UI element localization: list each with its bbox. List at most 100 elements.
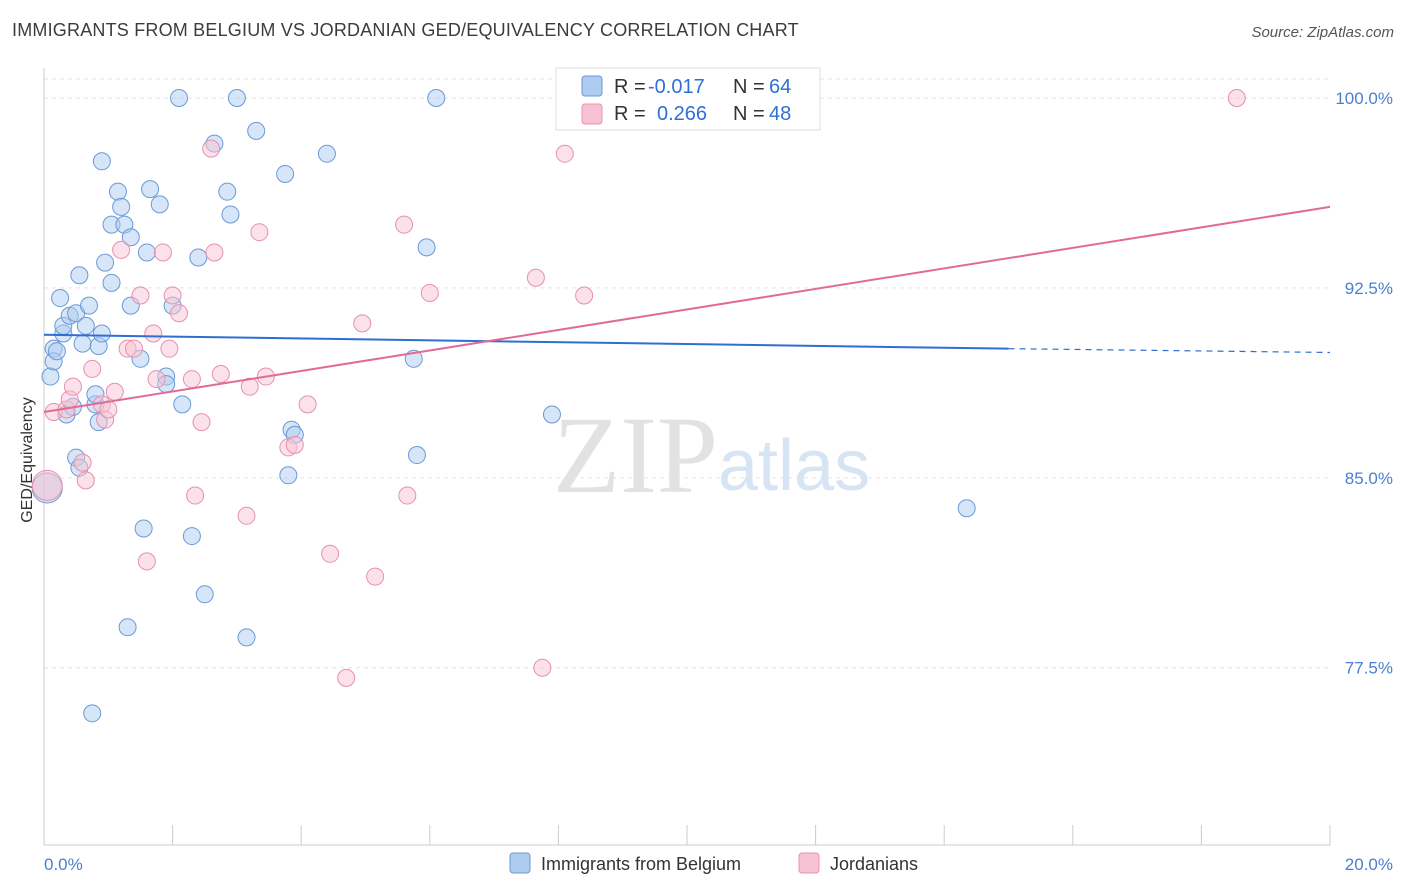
data-point-belgium [182,527,201,546]
data-point-belgium [247,121,266,140]
data-point-jordanians [76,471,95,490]
legend-r-label-1: R = [614,76,646,98]
data-point-belgium [134,519,153,538]
data-point-belgium [170,88,189,107]
data-point-belgium [317,144,336,163]
legend-swatch-pink [581,103,603,125]
data-point-jordanians [105,382,124,401]
grid-lines [44,78,1330,669]
data-point-belgium [51,289,70,308]
y-tick-label: 92.5% [1345,279,1393,298]
y-tick-label: 100.0% [1335,89,1393,108]
legend-r-label-2: R = [614,103,646,125]
data-point-jordanians [73,453,92,472]
data-point-jordanians [160,339,179,358]
data-point-belgium [73,334,92,353]
data-point-belgium [76,316,95,335]
data-point-jordanians [420,283,439,302]
data-point-jordanians [575,286,594,305]
data-point-belgium [118,618,137,637]
data-point-jordanians [250,223,269,242]
data-point-jordanians [366,567,385,586]
data-point-jordanians [170,304,189,323]
data-point-belgium [173,395,192,414]
data-point-jordanians [182,370,201,389]
data-point-jordanians [153,243,172,262]
data-point-belgium [92,324,111,343]
data-point-belgium [407,446,426,465]
data-point-belgium [276,164,295,183]
data-point-jordanians [211,365,230,383]
axes [43,68,1331,846]
y-tick-labels: 77.5% 85.0% 92.5% 100.0% [1335,89,1393,678]
data-point-jordanians [398,486,417,505]
data-point-belgium [121,228,140,247]
bottom-legend-swatch-blue [509,852,531,874]
legend-r-value-2: 0.266 [657,103,707,125]
x-tick-labels: 0.0% 20.0% [44,855,1393,874]
legend-n-value-1: 64 [769,76,791,98]
data-point-belgium [417,238,436,257]
data-point-jordanians [285,435,304,454]
data-point-jordanians [555,144,574,163]
trend-line-belgium [43,333,1009,350]
data-point-jordanians [533,658,552,677]
data-point-belgium [80,296,99,315]
data-point-belgium [141,180,160,199]
data-point-belgium [108,182,127,201]
watermark-zip: ZIP [553,394,718,516]
data-point-belgium [41,367,60,386]
data-point-jordanians [298,395,317,414]
legend-n-label-1: N = [733,76,765,98]
data-point-belgium [83,704,102,723]
data-point-jordanians [112,240,131,259]
data-point-belgium [957,499,976,518]
trend-line-belgium-extension [1008,348,1331,354]
legend-swatch-blue [581,75,603,97]
data-point-jordanians [202,139,221,158]
data-point-belgium [112,197,131,216]
bottom-legend-swatch-pink [798,852,820,874]
data-point-jordanians [192,413,211,432]
legend-n-label-2: N = [733,103,765,125]
data-point-jordanians [353,314,372,333]
data-point-jordanians [163,286,182,305]
data-point-belgium [427,88,446,107]
data-point-belgium [150,195,169,214]
chart-title: IMMIGRANTS FROM BELGIUM VS JORDANIAN GED… [12,20,799,40]
source-credit: Source: ZipAtlas.com [1251,24,1394,41]
data-point-jordanians [147,370,166,389]
series-immigrants-from-belgium [31,88,976,723]
data-point-jordanians [63,377,82,396]
data-point-belgium [96,253,115,272]
data-point-jordanians [125,339,144,358]
series-legend: Immigrants from Belgium Jordanians [509,852,918,874]
trend-lines [43,205,1331,413]
data-point-jordanians [337,668,356,687]
watermark-atlas: atlas [718,426,870,506]
y-tick-label: 85.0% [1345,469,1393,488]
data-point-belgium [189,248,208,267]
legend-n-value-2: 48 [769,103,791,125]
data-point-jordanians [1227,88,1246,107]
data-point-belgium [102,273,121,292]
x-tick-label-min: 0.0% [44,855,83,874]
series-jordanians [31,88,1246,687]
data-point-belgium [92,152,111,171]
data-point-belgium [542,405,561,424]
data-point-jordanians [31,469,63,501]
data-point-jordanians [186,486,205,505]
y-tick-label: 77.5% [1345,659,1393,678]
data-point-jordanians [321,544,340,563]
bottom-legend-label-blue: Immigrants from Belgium [541,854,741,874]
data-point-jordanians [137,552,156,571]
data-point-belgium [279,466,298,485]
data-point-belgium [227,88,246,107]
data-point-jordanians [83,359,102,378]
bottom-legend-label-pink: Jordanians [830,854,918,874]
data-point-jordanians [144,324,163,343]
data-point-jordanians [395,215,414,234]
y-axis-label: GED/Equivalency [19,397,36,522]
x-tick-label-max: 20.0% [1345,855,1393,874]
